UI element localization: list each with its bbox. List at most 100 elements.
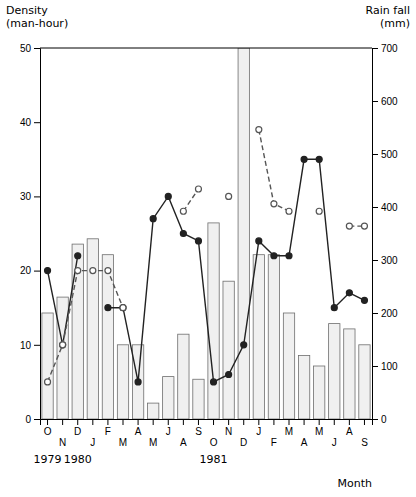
tick: J [256,419,261,437]
marker [241,342,247,348]
y-label: Density [6,4,48,17]
bar [314,366,325,419]
marker [120,305,126,311]
tick: 50 [20,43,40,54]
tick: O [44,419,52,437]
tick-mark [107,419,108,425]
bar [238,48,249,419]
bar [283,313,294,419]
marker [256,127,262,133]
tick-label: 600 [381,96,398,107]
tick-mark [243,419,244,425]
tick: 400 [372,202,398,213]
tick: A [135,419,142,437]
tick-mark [319,419,320,425]
tick: 10 [20,340,40,351]
tick-mark [304,419,305,425]
tick: J [332,419,337,448]
marker [180,208,186,214]
tick: 20 [20,265,40,276]
tick-label: A [180,437,187,448]
tick-label: S [361,437,368,448]
tick-label: S [195,426,202,437]
tick: M [285,419,293,437]
y-axis: 01020304050 [20,43,41,425]
tick-label: N [59,437,66,448]
tick: 0 [372,414,387,425]
tick: 500 [372,149,398,160]
marker [271,201,277,207]
tick-mark [349,419,350,425]
tick-label: O [44,426,52,437]
tick-label: J [166,426,171,437]
tick: S [195,419,202,437]
bar [72,244,83,419]
x-axis: ONDJFMAMJASONDJFMAMJAS [41,419,373,448]
marker [331,305,337,311]
tick-mark [62,419,63,425]
marker [316,156,322,162]
marker [316,208,322,214]
marker [226,193,232,199]
tick-mark [213,419,214,425]
bar [298,355,309,419]
tick-mark [92,419,93,425]
marker [45,379,51,385]
tick-mark [372,207,378,208]
marker [346,223,352,229]
tick-mark [34,419,40,420]
tick-label: A [301,437,308,448]
tick-mark [34,271,40,272]
marker [45,268,51,274]
y2-label: (mm) [380,17,410,30]
tick: N [59,419,66,448]
tick-mark [168,419,169,425]
marker [195,238,201,244]
tick: J [166,419,171,437]
bar [268,255,279,419]
tick-label: 300 [381,255,398,266]
marker [90,268,96,274]
tick-label: N [225,426,232,437]
tick: N [225,419,232,437]
bar [163,377,174,419]
tick-mark [34,48,40,49]
x-label: Month [338,477,373,490]
tick-mark [364,419,365,425]
tick-label: 100 [381,361,398,372]
bar [208,223,219,419]
tick-label: D [240,437,247,448]
marker [361,223,367,229]
tick: S [361,419,368,448]
tick-mark [273,419,274,425]
marker [286,253,292,259]
tick-label: 700 [381,43,398,54]
tick-mark [183,419,184,425]
bar [148,403,159,419]
tick-mark [372,101,378,102]
annotation: 1981 [200,453,228,466]
line [48,130,365,382]
tick-label: 0 [25,414,31,425]
tick-label: 40 [20,117,32,128]
tick: D [240,419,247,448]
bar [223,281,234,419]
tick: M [315,419,323,437]
marker [226,371,232,377]
marker [286,208,292,214]
tick-mark [372,366,378,367]
tick: A [180,419,187,448]
tick-label: 50 [20,43,32,54]
tick: F [271,419,277,448]
chart: 010203040500100200300400500600700ONDJFMA… [0,0,416,497]
tick: 0 [25,414,40,425]
tick-label: 0 [381,414,387,425]
bar [42,313,53,419]
tick-mark [198,419,199,425]
markers [45,156,368,385]
axis-line [34,49,41,420]
plot-area [42,48,370,419]
tick-label: F [105,426,111,437]
tick-mark [34,345,40,346]
line [48,159,365,382]
